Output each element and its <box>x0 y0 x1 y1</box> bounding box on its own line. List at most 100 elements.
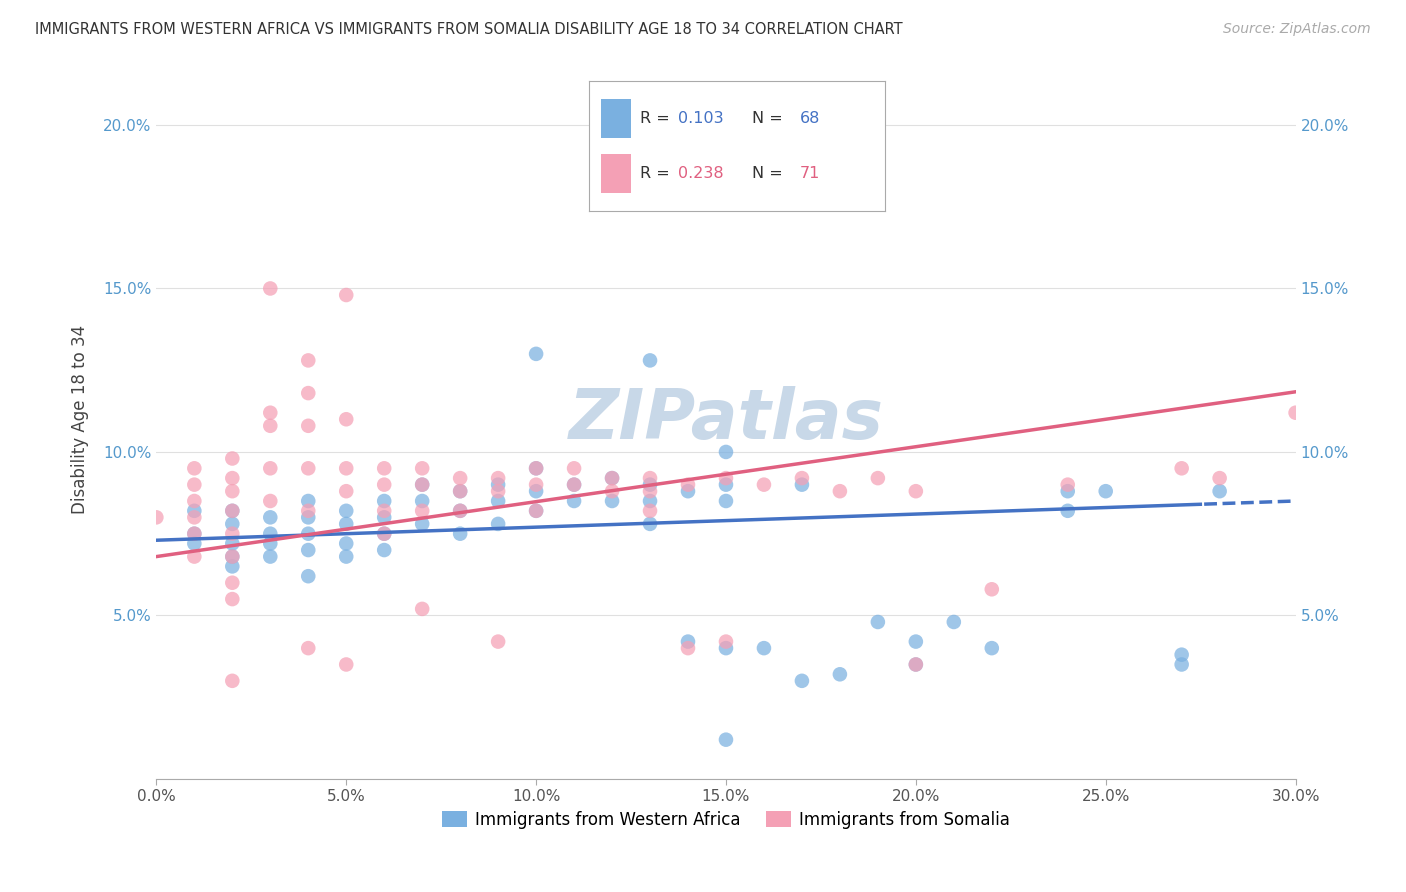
Point <box>980 641 1002 656</box>
Point <box>1056 484 1078 499</box>
Point <box>259 526 281 541</box>
Point <box>221 451 243 466</box>
Point <box>676 641 699 656</box>
Point <box>562 477 585 491</box>
Point <box>828 667 851 681</box>
Point <box>411 477 433 491</box>
Point <box>714 494 737 508</box>
Point <box>486 634 509 648</box>
Point <box>790 477 813 491</box>
Point <box>297 386 319 401</box>
Point <box>638 504 661 518</box>
Point <box>221 575 243 590</box>
Point <box>297 569 319 583</box>
Point <box>373 477 395 491</box>
Point <box>297 353 319 368</box>
Point <box>524 484 547 499</box>
Point <box>145 510 167 524</box>
Point <box>411 602 433 616</box>
Point <box>411 494 433 508</box>
Text: Source: ZipAtlas.com: Source: ZipAtlas.com <box>1223 22 1371 37</box>
Point <box>183 494 205 508</box>
Point <box>221 516 243 531</box>
Point <box>221 549 243 564</box>
Point <box>297 510 319 524</box>
Point <box>1170 648 1192 662</box>
Point <box>221 673 243 688</box>
Point <box>297 504 319 518</box>
Point <box>221 536 243 550</box>
Point <box>259 536 281 550</box>
Point <box>524 461 547 475</box>
Point <box>524 461 547 475</box>
Point <box>259 418 281 433</box>
Text: IMMIGRANTS FROM WESTERN AFRICA VS IMMIGRANTS FROM SOMALIA DISABILITY AGE 18 TO 3: IMMIGRANTS FROM WESTERN AFRICA VS IMMIGR… <box>35 22 903 37</box>
Point <box>297 461 319 475</box>
Point <box>1284 406 1306 420</box>
Point <box>1170 657 1192 672</box>
Point <box>411 477 433 491</box>
Point <box>335 504 357 518</box>
Point <box>524 477 547 491</box>
Point <box>714 477 737 491</box>
Point <box>411 516 433 531</box>
Point <box>183 461 205 475</box>
Y-axis label: Disability Age 18 to 34: Disability Age 18 to 34 <box>72 325 89 514</box>
Point <box>335 484 357 499</box>
Point <box>486 484 509 499</box>
Point <box>638 494 661 508</box>
Point <box>183 536 205 550</box>
Point <box>183 510 205 524</box>
Point <box>904 657 927 672</box>
Point <box>221 549 243 564</box>
Point <box>221 592 243 607</box>
Point <box>373 526 395 541</box>
Point <box>221 504 243 518</box>
Point <box>676 634 699 648</box>
Point <box>411 504 433 518</box>
Point <box>411 461 433 475</box>
Point <box>221 484 243 499</box>
Point <box>486 494 509 508</box>
Point <box>335 516 357 531</box>
Point <box>221 559 243 574</box>
Point <box>1208 484 1230 499</box>
Point <box>524 504 547 518</box>
Point <box>980 582 1002 597</box>
Point <box>638 516 661 531</box>
Legend: Immigrants from Western Africa, Immigrants from Somalia: Immigrants from Western Africa, Immigran… <box>436 804 1017 835</box>
Point <box>562 477 585 491</box>
Point <box>335 461 357 475</box>
Point <box>486 477 509 491</box>
Point <box>449 484 471 499</box>
Point <box>638 353 661 368</box>
Point <box>1208 471 1230 485</box>
Point <box>714 732 737 747</box>
Point <box>373 510 395 524</box>
Point <box>373 543 395 558</box>
Point <box>562 461 585 475</box>
Point <box>297 494 319 508</box>
Point <box>714 471 737 485</box>
Point <box>221 504 243 518</box>
Point <box>676 484 699 499</box>
Point <box>600 471 623 485</box>
Point <box>449 526 471 541</box>
Point <box>449 504 471 518</box>
Point <box>449 471 471 485</box>
Point <box>221 526 243 541</box>
Point <box>449 484 471 499</box>
Point <box>335 657 357 672</box>
Point <box>600 494 623 508</box>
Point <box>297 526 319 541</box>
Point <box>828 484 851 499</box>
Point <box>183 526 205 541</box>
Point <box>638 471 661 485</box>
Point <box>904 484 927 499</box>
Point <box>373 461 395 475</box>
Text: ZIPatlas: ZIPatlas <box>568 385 883 453</box>
Point <box>373 494 395 508</box>
Point <box>638 484 661 499</box>
Point <box>183 504 205 518</box>
Point <box>183 549 205 564</box>
